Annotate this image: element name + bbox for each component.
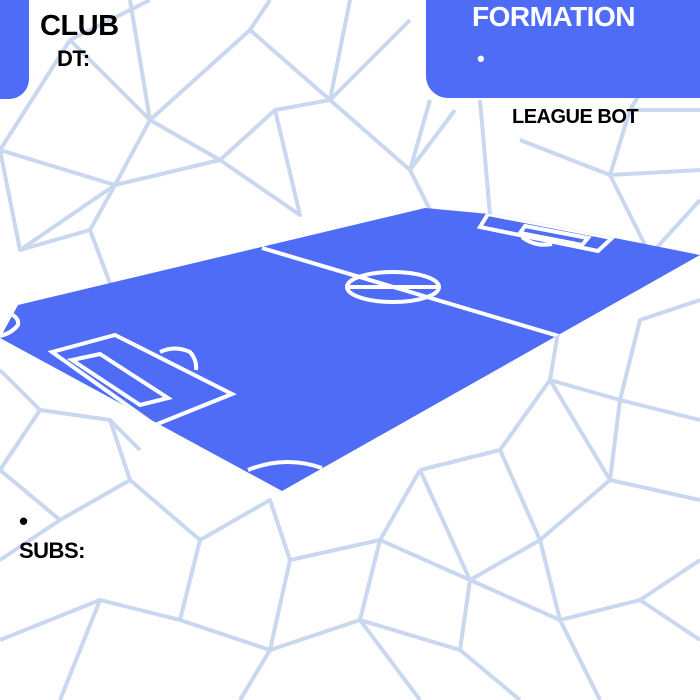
- dt-label: DT:: [57, 46, 90, 71]
- halfway-line: [261, 246, 573, 342]
- right-penalty-arc: [520, 235, 553, 247]
- formation-bullet: •: [477, 46, 485, 71]
- league-label: LEAGUE BOT: [512, 106, 639, 128]
- right-penalty-box: [476, 211, 617, 254]
- pitch-surface: [0, 208, 700, 491]
- club-label: CLUB: [40, 10, 119, 42]
- left-penalty-arc: [159, 346, 199, 371]
- formation-panel: [426, 0, 700, 98]
- left-penalty-box: [47, 332, 237, 428]
- club-panel: [0, 0, 29, 99]
- subs-label: SUBS:: [19, 538, 85, 563]
- left-goal-box: [66, 351, 173, 408]
- right-goal-box: [516, 223, 592, 248]
- formation-label: FORMATION: [472, 1, 635, 32]
- bottom-center-arc: [247, 459, 323, 472]
- subs-bullet: •: [19, 506, 28, 536]
